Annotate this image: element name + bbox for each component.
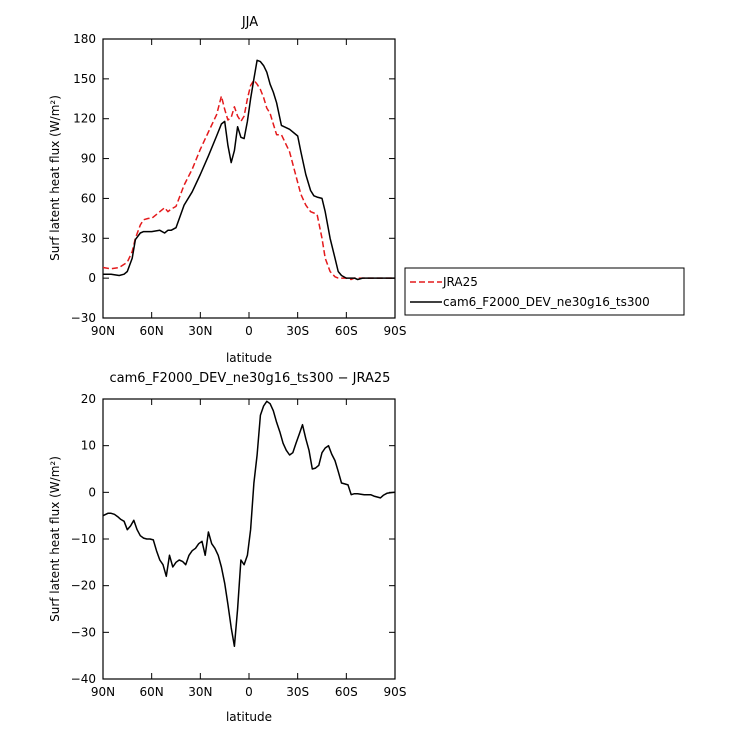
y-tick-label: 20 xyxy=(81,392,96,406)
chart-bottom-y-axis-label: Surf latent heat flux (W/m²) xyxy=(48,456,62,622)
series-line-jra25 xyxy=(102,79,395,281)
series-line-difference xyxy=(102,400,396,648)
chart-top-plot-area xyxy=(102,59,395,281)
x-tick-label: 90N xyxy=(91,324,115,338)
chart-bottom-x-axis: 90N 60N 30N 0 30S 60S 90S xyxy=(91,399,407,699)
y-tick-label: −40 xyxy=(71,672,96,686)
chart-bottom: cam6_F2000_DEV_ne30g16_ts300 − JRA25 −40… xyxy=(48,371,406,724)
chart-top-x-axis: 90N 60N 30N 0 30S 60S 90S xyxy=(91,39,407,338)
legend-label-cam6: cam6_F2000_DEV_ne30g16_ts300 xyxy=(443,295,650,309)
legend-box xyxy=(404,267,685,316)
y-tick-label: 10 xyxy=(81,439,96,453)
y-tick-label: 150 xyxy=(73,72,96,86)
x-tick-label: 90N xyxy=(91,685,115,699)
legend-label-jra25: JRA25 xyxy=(442,275,478,289)
y-tick-label: 30 xyxy=(81,231,96,245)
chart-bottom-title: cam6_F2000_DEV_ne30g16_ts300 − JRA25 xyxy=(110,371,391,386)
chart-top-x-axis-label: latitude xyxy=(226,351,272,365)
x-tick-label: 30N xyxy=(188,324,212,338)
y-tick-label: 120 xyxy=(73,112,96,126)
x-tick-label: 60S xyxy=(335,685,358,699)
x-tick-label: 90S xyxy=(384,324,407,338)
chart-top-frame xyxy=(102,38,396,319)
chart-top-y-axis: −30 0 30 60 90 120 150 180 xyxy=(71,32,395,325)
y-tick-label: −20 xyxy=(71,579,96,593)
y-tick-label: 180 xyxy=(73,32,96,46)
x-tick-label: 0 xyxy=(245,685,253,699)
y-tick-label: −30 xyxy=(71,625,96,639)
x-tick-label: 60S xyxy=(335,324,358,338)
chart-top-y-axis-label: Surf latent heat flux (W/m²) xyxy=(48,95,62,261)
chart-bottom-x-axis-label: latitude xyxy=(226,710,272,724)
y-tick-label: −30 xyxy=(71,311,96,325)
chart-top-title: JJA xyxy=(241,15,258,30)
y-tick-label: 60 xyxy=(81,191,96,205)
x-tick-label: 0 xyxy=(245,324,253,338)
x-tick-label: 60N xyxy=(140,685,164,699)
x-tick-label: 90S xyxy=(384,685,407,699)
chart-top: JJA −30 0 30 60 90 120 150 180 90N 60N 30N 0 30S 60S… xyxy=(48,15,685,365)
y-tick-label: 0 xyxy=(88,271,96,285)
x-tick-label: 60N xyxy=(140,324,164,338)
chart-bottom-y-axis: −40 −30 −20 −10 0 10 20 xyxy=(71,392,395,686)
series-line-cam6-f2000-dev-ne30g16-ts300 xyxy=(103,59,395,281)
y-tick-label: 0 xyxy=(88,485,96,499)
y-tick-label: 90 xyxy=(81,152,96,166)
legend: JRA25 cam6_F2000_DEV_ne30g16_ts300 xyxy=(404,267,685,316)
x-tick-label: 30S xyxy=(286,685,309,699)
chart-bottom-plot-area xyxy=(102,400,396,648)
y-tick-label: −10 xyxy=(71,532,96,546)
x-tick-label: 30S xyxy=(286,324,309,338)
x-tick-label: 30N xyxy=(188,685,212,699)
